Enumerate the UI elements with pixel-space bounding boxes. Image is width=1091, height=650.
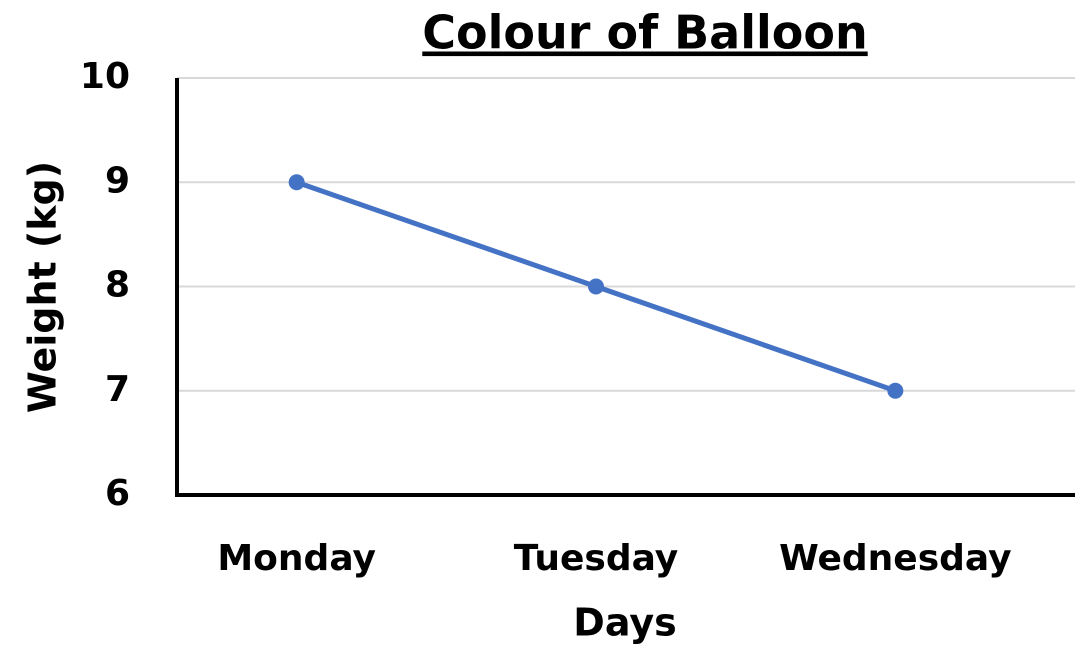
chart-title: Colour of Balloon <box>422 6 867 60</box>
x-tick-label: Tuesday <box>514 538 679 579</box>
y-tick-label: 10 <box>80 56 130 97</box>
y-tick-label: 8 <box>105 265 130 306</box>
data-point <box>588 278 604 295</box>
y-tick-label: 7 <box>105 369 130 410</box>
y-tick-label: 6 <box>105 473 130 514</box>
x-tick-label: Wednesday <box>779 538 1012 579</box>
data-point <box>887 382 904 399</box>
data-point <box>288 174 305 191</box>
x-tick-label: Monday <box>217 538 376 579</box>
x-axis-label: Days <box>573 601 676 645</box>
y-tick-label: 9 <box>105 160 130 201</box>
y-axis-label: Weight (kg) <box>21 161 65 413</box>
